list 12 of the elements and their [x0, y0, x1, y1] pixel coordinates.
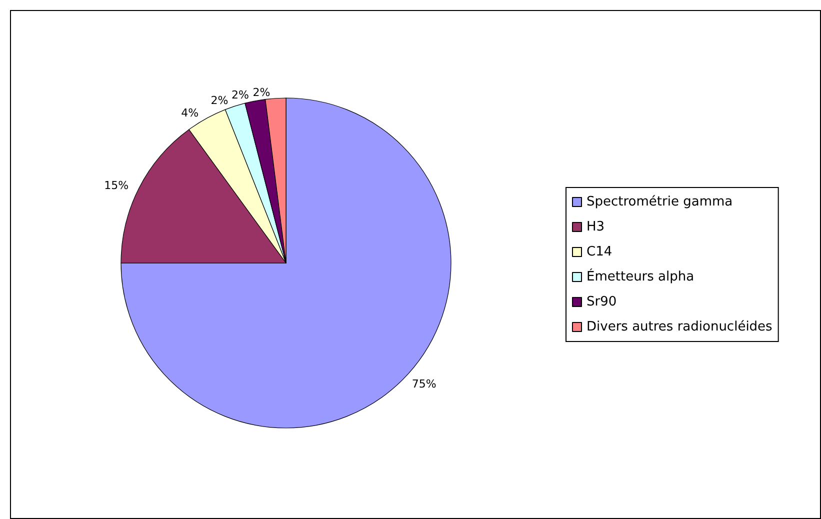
legend-label: Émetteurs alpha — [586, 268, 694, 284]
legend-label: Spectrométrie gamma — [586, 194, 733, 210]
data-label: 2% — [252, 86, 270, 99]
data-label: 2% — [210, 94, 228, 107]
legend-label: C14 — [586, 244, 612, 260]
data-label: 2% — [232, 88, 249, 102]
data-label: 4% — [181, 106, 199, 120]
data-label: 15% — [104, 178, 129, 192]
legend-label: Sr90 — [586, 294, 617, 310]
legend-label: H3 — [586, 220, 605, 234]
data-label: 75% — [412, 377, 436, 390]
legend-label: Divers autres radionucléides — [586, 320, 773, 334]
